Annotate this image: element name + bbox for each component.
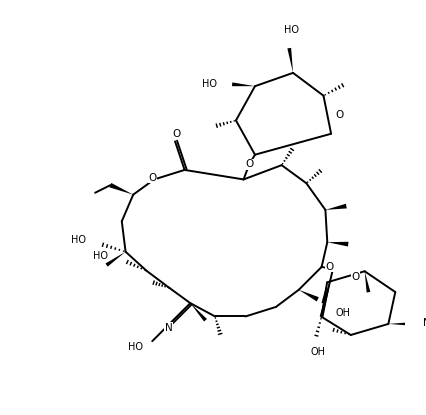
Text: O: O [325, 262, 333, 272]
Polygon shape [320, 269, 333, 317]
Text: O: O [351, 272, 360, 282]
Text: OH: OH [310, 347, 325, 357]
Polygon shape [325, 204, 347, 210]
Text: HO: HO [202, 79, 217, 89]
Polygon shape [232, 83, 255, 86]
Text: HO: HO [93, 251, 109, 261]
Polygon shape [190, 303, 207, 322]
Polygon shape [109, 183, 133, 195]
Text: O: O [148, 173, 156, 183]
Text: N: N [423, 318, 426, 328]
Polygon shape [389, 322, 413, 326]
Polygon shape [365, 271, 370, 293]
Text: HO: HO [128, 342, 143, 352]
Text: HO: HO [71, 235, 86, 245]
Text: O: O [172, 129, 180, 139]
Polygon shape [106, 252, 126, 266]
Text: OH: OH [336, 308, 351, 318]
Text: HO: HO [284, 25, 299, 35]
Text: O: O [245, 159, 253, 169]
Polygon shape [288, 48, 293, 73]
Polygon shape [327, 242, 348, 247]
Polygon shape [299, 290, 319, 301]
Text: N: N [164, 323, 172, 333]
Polygon shape [322, 282, 327, 304]
Text: O: O [335, 110, 343, 120]
